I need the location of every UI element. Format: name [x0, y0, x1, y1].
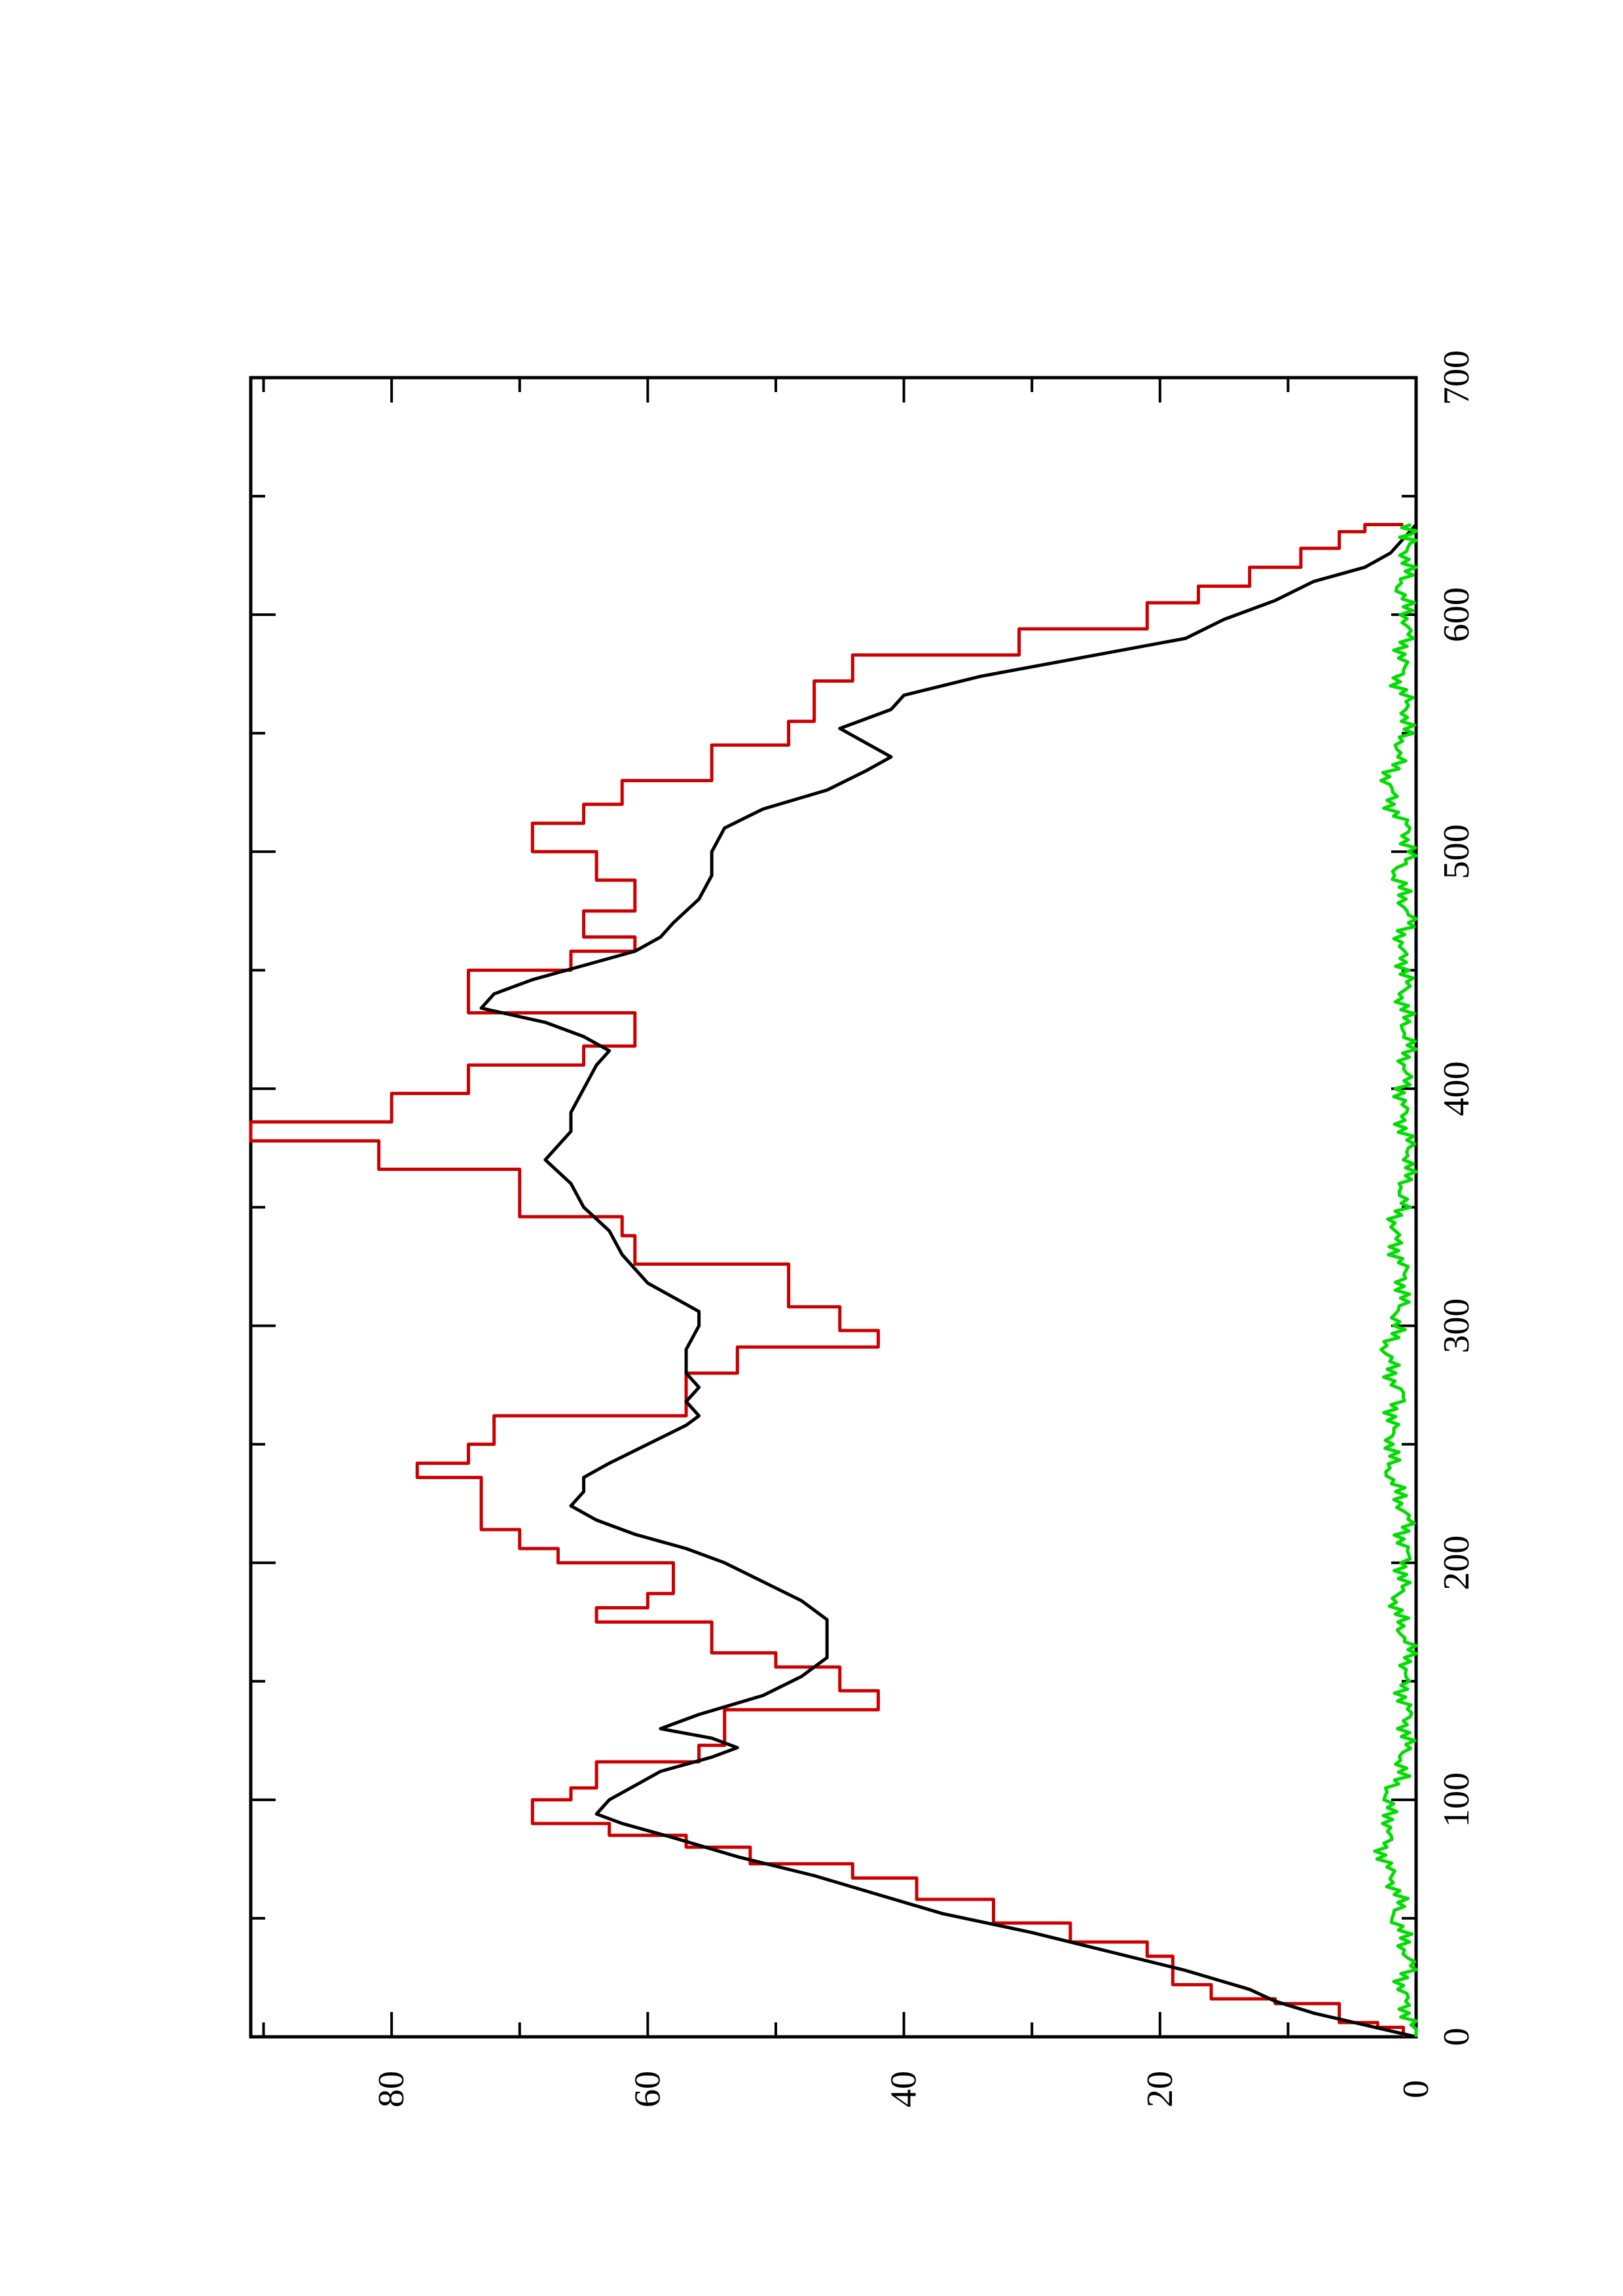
series-line-1 [249, 523, 1405, 2037]
x-tick-label: 700 [1436, 350, 1477, 405]
y-tick-label: 40 [884, 2071, 924, 2108]
plot-frame [249, 376, 1418, 2039]
series-line-3 [1373, 523, 1418, 2037]
y-tick-label: 0 [1396, 2080, 1436, 2098]
x-tick-label: 300 [1436, 1299, 1477, 1354]
axis-ticks [251, 376, 1417, 2038]
x-tick-label: 600 [1436, 587, 1477, 642]
y-tick-label: 60 [627, 2071, 668, 2108]
x-tick-label: 500 [1436, 824, 1477, 879]
x-tick-label: 0 [1436, 2028, 1477, 2046]
y-tick-label: 20 [1140, 2071, 1180, 2108]
y-tick-label: 80 [371, 2071, 412, 2108]
x-tick-label: 400 [1436, 1061, 1477, 1116]
series-line-2 [479, 523, 1417, 2039]
axis-tick-labels: 0 100 200 300 400 500 600 700 0 20 40 60 80 [371, 350, 1477, 2108]
x-tick-label: 200 [1436, 1535, 1477, 1590]
x-tick-label: 100 [1436, 1772, 1477, 1827]
series-lines [249, 523, 1418, 2039]
